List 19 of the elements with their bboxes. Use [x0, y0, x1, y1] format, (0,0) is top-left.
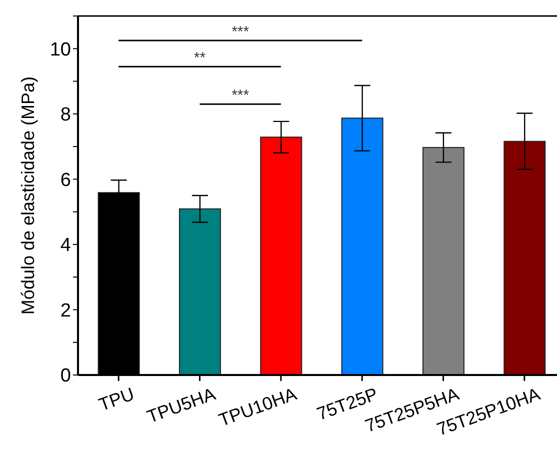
y-tick-label: 8: [60, 104, 71, 126]
significance-bracket: ***: [200, 87, 281, 105]
annotation: **: [194, 50, 206, 67]
y-tick-label: 4: [60, 235, 72, 256]
significance-bracket: ***: [118, 23, 362, 42]
significance-bracket: **: [118, 50, 281, 68]
y-tick-label: 0: [60, 366, 71, 387]
bar: [504, 140, 546, 375]
bar: [178, 208, 221, 375]
annotation: ***: [232, 23, 250, 40]
y-tick-label: 2: [60, 300, 71, 322]
bar: [260, 136, 302, 375]
bar: [422, 147, 464, 375]
x-tick-label: TPU: [96, 384, 137, 415]
bar: [341, 118, 384, 375]
y-tick-label: 10: [50, 39, 71, 60]
y-tick-label: 6: [60, 170, 71, 191]
y-axis-title: Módulo de elasticidade (MPa): [18, 76, 38, 315]
annotation: ***: [232, 87, 250, 104]
